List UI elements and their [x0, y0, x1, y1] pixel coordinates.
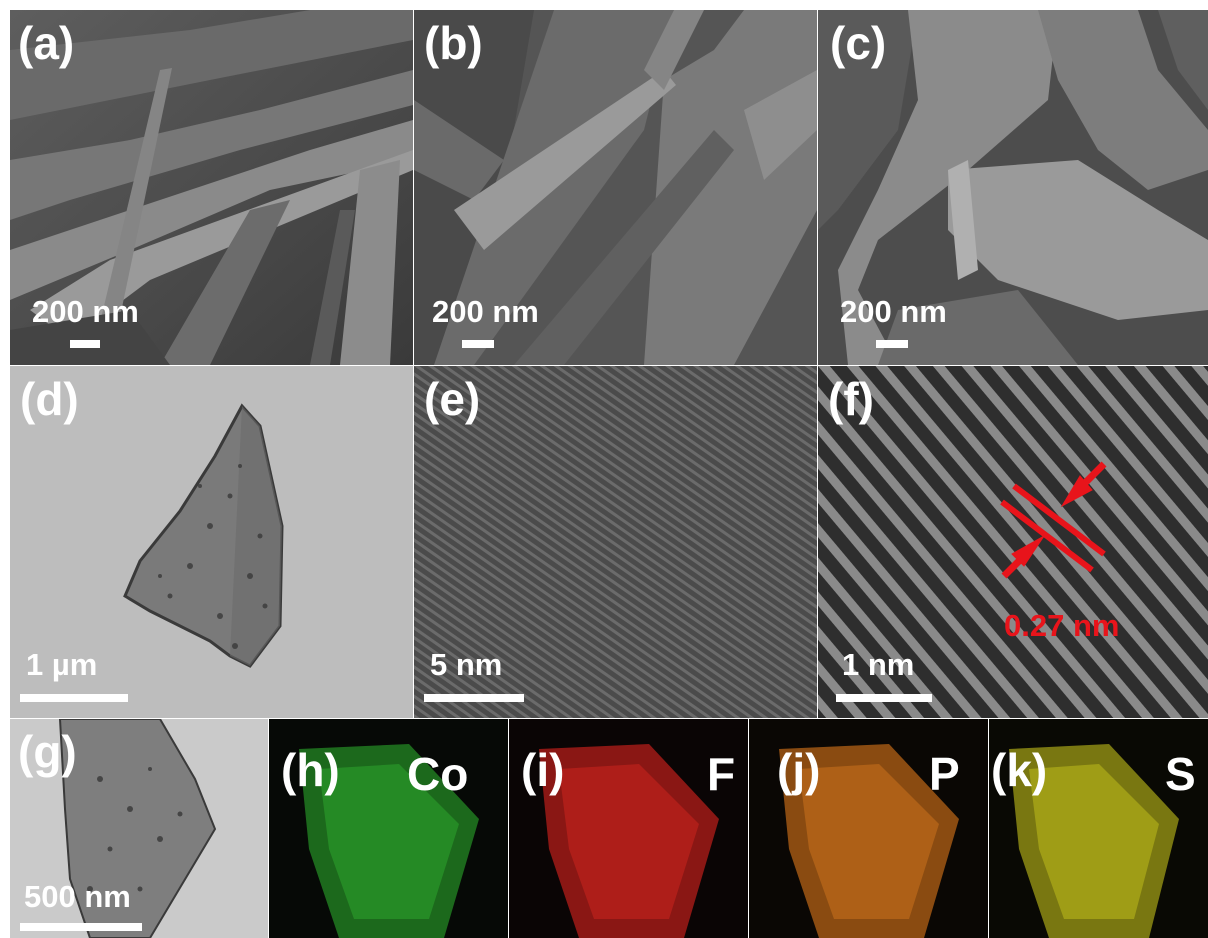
element-label-f: F [707, 748, 736, 800]
panel-label-b: (b) [424, 17, 483, 69]
eds-map-p [749, 719, 988, 938]
scale-bar-a [70, 340, 100, 348]
panel-g-tem-image: (g) 500 nm [10, 719, 268, 938]
tem-nanosheet-image-g [10, 719, 268, 938]
eds-map-s [989, 719, 1208, 938]
panel-label-e: (e) [424, 373, 481, 425]
panel-label-c: (c) [830, 17, 887, 69]
element-label-co: Co [407, 748, 469, 800]
sem-nanosheets-image-c [818, 10, 1208, 365]
panel-label-d: (d) [20, 373, 79, 425]
sem-nanosheets-image-b [414, 10, 817, 365]
panel-h-eds-map-co: (h) Co [269, 719, 508, 938]
element-label-s: S [1165, 748, 1196, 800]
panel-b-sem-image: (b) 200 nm [414, 10, 817, 365]
panel-c-sem-image: (c) 200 nm [818, 10, 1208, 365]
lattice-spacing-arrows [1001, 461, 1107, 579]
scale-bar-g [20, 923, 142, 931]
scale-bar-e [424, 694, 524, 702]
scale-bar-label-f: 1 nm [842, 647, 915, 682]
panel-label-j: (j) [777, 744, 821, 796]
lattice-fringe-marker [1000, 483, 1106, 573]
panel-label-i: (i) [521, 744, 565, 796]
element-label-p: P [929, 748, 960, 800]
scale-bar-f [836, 694, 932, 702]
panel-f-hrtem-image: (f) 0.27 nm 1 nm [818, 366, 1208, 718]
sem-nanosheets-image-a [10, 10, 413, 365]
panel-label-k: (k) [991, 744, 1048, 796]
panel-label-h: (h) [281, 744, 340, 796]
scale-bar-b [462, 340, 494, 348]
eds-map-co [269, 719, 508, 938]
scale-bar-label-b: 200 nm [432, 294, 539, 329]
hrtem-lattice-image-e [414, 366, 817, 718]
scale-bar-label-a: 200 nm [32, 294, 139, 329]
panel-label-a: (a) [18, 17, 75, 69]
scale-bar-c [876, 340, 908, 348]
panel-label-g: (g) [18, 726, 77, 778]
scale-bar-label-g: 500 nm [24, 879, 131, 914]
hrtem-lattice-image-f [818, 366, 1208, 718]
lattice-spacing-label: 0.27 nm [1004, 608, 1120, 643]
panel-e-hrtem-image: (e) 5 nm [414, 366, 817, 718]
scale-bar-label-e: 5 nm [430, 647, 503, 682]
scale-bar-label-d: 1 µm [26, 647, 98, 682]
panel-a-sem-image: (a) 200 nm [10, 10, 413, 365]
panel-label-f: (f) [828, 373, 874, 425]
panel-i-eds-map-f: (i) F [509, 719, 748, 938]
panel-d-tem-image: (d) 1 µm [10, 366, 413, 718]
scale-bar-label-c: 200 nm [840, 294, 947, 329]
scale-bar-d [20, 694, 128, 702]
eds-map-f [509, 719, 748, 938]
tem-nanosheet-image-d [10, 366, 413, 718]
panel-j-eds-map-p: (j) P [749, 719, 988, 938]
panel-k-eds-map-s: (k) S [989, 719, 1208, 938]
